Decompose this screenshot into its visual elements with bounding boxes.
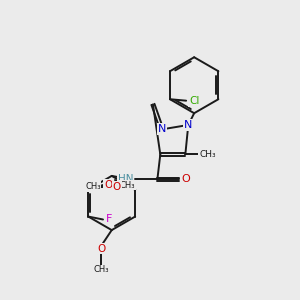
Text: HN: HN [118, 174, 134, 184]
Text: CH₃: CH₃ [94, 265, 109, 274]
Text: O: O [104, 180, 112, 190]
Text: O: O [182, 174, 190, 184]
Text: N: N [158, 124, 166, 134]
Text: CH₃: CH₃ [85, 182, 101, 191]
Text: F: F [106, 214, 112, 224]
Text: CH₃: CH₃ [199, 150, 216, 159]
Text: N: N [184, 120, 193, 130]
Text: O: O [97, 244, 106, 254]
Text: Cl: Cl [189, 96, 200, 106]
Text: O: O [112, 182, 121, 191]
Text: CH₃: CH₃ [120, 181, 135, 190]
